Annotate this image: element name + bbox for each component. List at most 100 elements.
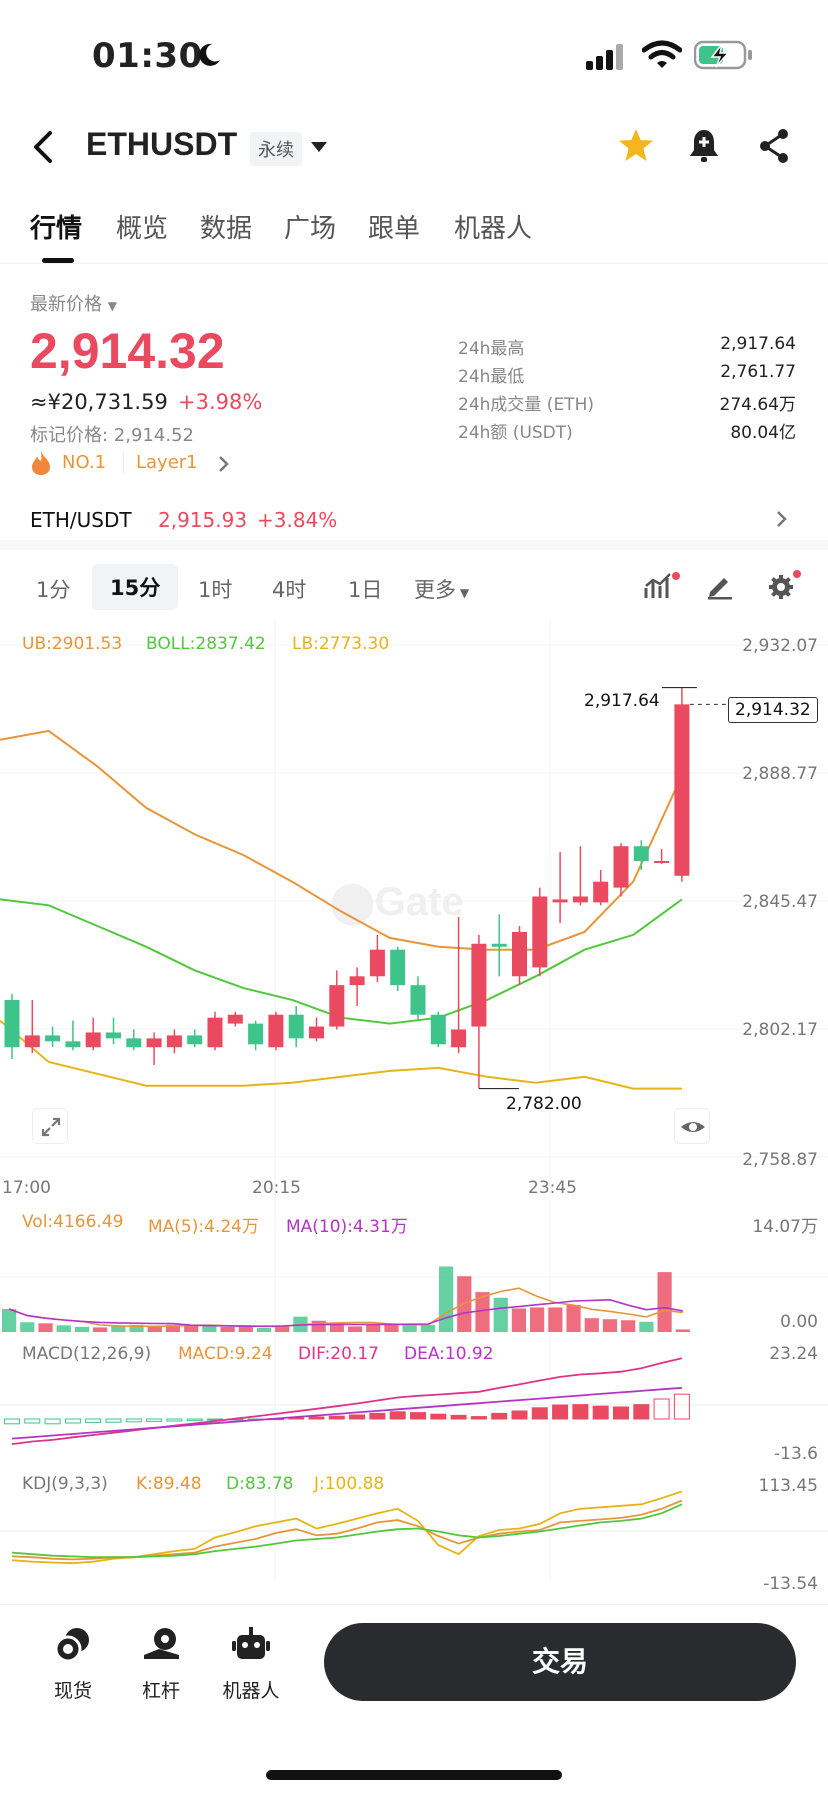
tab-data[interactable]: 数据 xyxy=(200,214,253,244)
eye-icon xyxy=(681,1122,705,1132)
last-price: 2,914.32 xyxy=(30,323,225,379)
macd-hist-bar xyxy=(146,1418,163,1422)
interval-more-label: 更多 xyxy=(414,578,456,602)
moon-icon xyxy=(199,43,220,66)
volume-bar xyxy=(493,1297,508,1332)
vol-ma5-label: MA(5):4.24万 xyxy=(148,1217,259,1237)
time-axis-label: 23:45 xyxy=(528,1178,577,1198)
candle-body xyxy=(471,943,487,1027)
volume-bar xyxy=(275,1325,290,1332)
toggle-visibility-button[interactable] xyxy=(674,1108,710,1144)
macd-hist-bar xyxy=(673,1393,690,1420)
cellular-signal-icon xyxy=(586,44,623,70)
volume-bar xyxy=(38,1323,53,1332)
candle-body xyxy=(552,899,568,903)
candle-body xyxy=(288,1014,304,1039)
favorite-star-icon[interactable] xyxy=(618,128,654,162)
active-tab-indicator xyxy=(42,258,74,263)
latest-price-label-text: 最新价格 xyxy=(30,294,102,315)
sector-tag[interactable]: Layer1 xyxy=(136,452,198,473)
stat-label: 24h额 (USDT) xyxy=(458,423,573,443)
macd-hist-bar xyxy=(125,1418,142,1423)
back-icon[interactable] xyxy=(30,130,56,164)
interval-1m[interactable]: 1分 xyxy=(36,578,71,602)
volume-bar xyxy=(584,1318,599,1332)
bots-button[interactable]: 机器人 xyxy=(220,1625,282,1703)
macd-hist-bar xyxy=(633,1404,650,1420)
price-axis-label: 2,802.17 xyxy=(742,1020,818,1040)
time-axis-label: 20:15 xyxy=(252,1178,301,1198)
volume-bar xyxy=(639,1321,654,1332)
interval-15m[interactable]: 15分 xyxy=(92,564,179,610)
caret-down-icon[interactable] xyxy=(310,140,328,154)
candle-body xyxy=(674,704,690,876)
macd-dif-line xyxy=(11,1357,683,1445)
indicator-chart-icon[interactable] xyxy=(644,572,680,602)
spot-pair-change: +3.84% xyxy=(257,508,338,532)
candle-body xyxy=(24,1035,40,1048)
tab-bots[interactable]: 机器人 xyxy=(454,214,533,244)
fullscreen-button[interactable] xyxy=(32,1108,68,1144)
candle-body xyxy=(309,1026,324,1039)
chevron-right-icon[interactable] xyxy=(218,455,230,473)
candle-body xyxy=(65,1041,81,1048)
boll-lb-label: LB:2773.30 xyxy=(292,634,390,654)
bottom-action-bar: 现货 杠杆 机器人 交易 xyxy=(0,1604,828,1795)
tab-square[interactable]: 广场 xyxy=(284,214,337,244)
margin-button[interactable]: 杠杆 xyxy=(138,1625,184,1703)
macd-hist-bar xyxy=(4,1418,20,1425)
macd-hist-bar xyxy=(613,1406,629,1420)
boll-ub-label: UB:2901.53 xyxy=(22,634,123,654)
vol-ma5-line xyxy=(8,1287,683,1328)
latest-price-label[interactable]: 最新价格 ▼ xyxy=(30,290,117,316)
interval-1d[interactable]: 1日 xyxy=(348,578,383,602)
volume-bar xyxy=(56,1325,71,1332)
candle-body xyxy=(390,949,406,986)
volume-bar xyxy=(566,1304,581,1332)
stat-label: 24h成交量 (ETH) xyxy=(458,395,594,415)
caret-down-icon: ▼ xyxy=(107,299,117,313)
interval-more[interactable]: 更多 ▼ xyxy=(414,574,469,604)
candle-body xyxy=(430,1014,446,1045)
mark-price: 标记价格: 2,914.52 xyxy=(30,425,194,446)
spot-pair-row[interactable]: ETH/USDT 2,915.93 +3.84% xyxy=(0,494,828,550)
draw-pen-icon[interactable] xyxy=(706,572,734,600)
candle-body xyxy=(85,1032,101,1048)
volume-bar xyxy=(2,1308,17,1332)
volume-bar xyxy=(366,1324,381,1332)
rank-badge[interactable]: NO.1 xyxy=(62,452,107,473)
price-alert-bell-icon[interactable] xyxy=(688,128,720,164)
candle-body xyxy=(369,949,385,977)
trade-button[interactable]: 交易 xyxy=(324,1623,796,1701)
vol-ma10-line xyxy=(8,1298,683,1328)
macd-hist-bar xyxy=(430,1413,447,1420)
tab-copy-trade[interactable]: 跟单 xyxy=(368,214,421,244)
share-icon[interactable] xyxy=(758,128,790,164)
kdj-k: K:89.48 xyxy=(136,1474,202,1494)
tab-overview[interactable]: 概览 xyxy=(116,214,169,244)
spot-button[interactable]: 现货 xyxy=(50,1625,96,1703)
margin-label: 杠杆 xyxy=(141,1680,180,1702)
candle-body xyxy=(146,1038,162,1048)
candle-body xyxy=(106,1032,121,1039)
tab-market[interactable]: 行情 xyxy=(30,214,83,244)
interval-1h[interactable]: 1时 xyxy=(198,578,233,602)
cny-price: ≈¥20,731.59 xyxy=(30,390,168,414)
stat-label: 24h最低 xyxy=(458,367,525,387)
interval-4h[interactable]: 4时 xyxy=(272,578,307,602)
kdj-d: D:83.78 xyxy=(226,1474,294,1494)
candle-body xyxy=(349,976,365,986)
candle-body xyxy=(633,846,649,862)
volume-bar xyxy=(438,1266,454,1332)
stat-24h-high: 24h最高 2,917.64 xyxy=(458,334,796,359)
vol-axis-bottom: 0.00 xyxy=(780,1312,818,1332)
settings-gear-icon[interactable] xyxy=(766,570,802,602)
volume-bar xyxy=(530,1307,545,1332)
kline-chart[interactable]: ⬤Gate xyxy=(0,620,828,1604)
volume-bar xyxy=(93,1327,108,1332)
macd-hist-bar xyxy=(64,1418,81,1424)
macd-dea: DEA:10.92 xyxy=(404,1344,494,1364)
kdj-title: KDJ(9,3,3) xyxy=(22,1474,108,1494)
candle-body xyxy=(187,1035,203,1045)
page-title[interactable]: ETHUSDT xyxy=(86,126,238,162)
